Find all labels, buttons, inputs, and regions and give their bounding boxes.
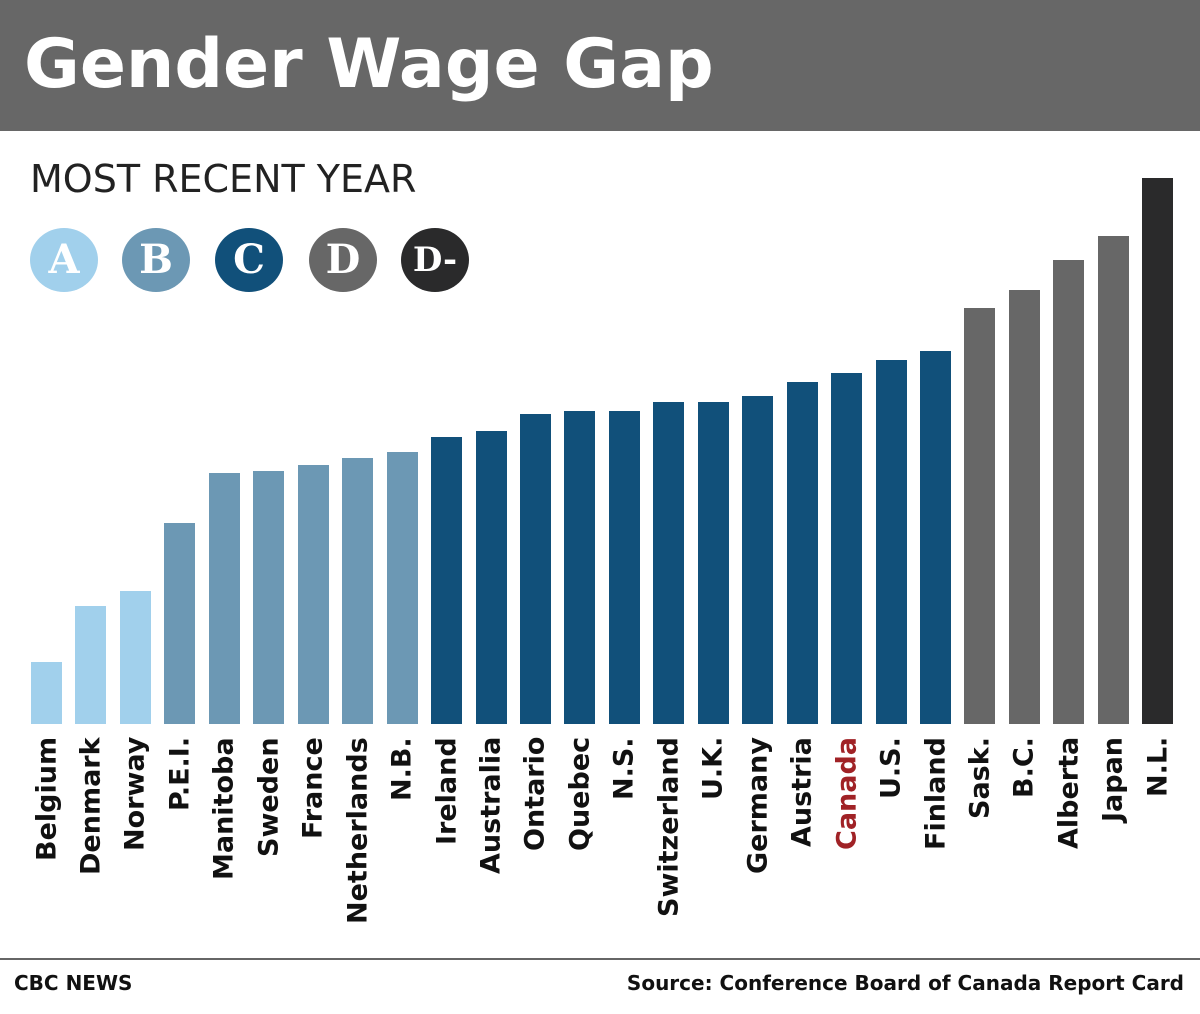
x-tick-label: Austria [786, 737, 818, 847]
bar-n-s [608, 411, 640, 724]
bar-u-s [875, 359, 907, 724]
legend-badge-c: C [215, 228, 283, 292]
footer-credit: CBC NEWS [14, 971, 133, 995]
x-tick-label: Canada [831, 737, 863, 851]
title-banner: Gender Wage Gap [0, 0, 1200, 131]
x-tick-label: Germany [742, 737, 774, 874]
bar-manitoba [208, 473, 240, 724]
bar-ontario [519, 413, 551, 724]
bar-b-c [1008, 290, 1040, 724]
x-tick-label: Sask. [964, 737, 996, 819]
x-tick-label: Australia [475, 737, 507, 875]
footer-source: Source: Conference Board of Canada Repor… [626, 971, 1184, 995]
bar-belgium [31, 662, 62, 724]
x-tick-label: France [297, 737, 329, 839]
legend-badge-b: B [122, 228, 190, 292]
x-tick-label: P.E.I. [164, 737, 196, 812]
x-tick-label: Finland [920, 737, 951, 850]
bar-france [297, 464, 329, 724]
bar-ireland [431, 436, 463, 724]
x-tick-label: U.K. [697, 737, 729, 801]
x-tick-label: N.B. [386, 737, 418, 801]
bar-switzerland [653, 401, 685, 724]
x-tick-label: Alberta [1053, 737, 1085, 850]
legend-badge-d: D [309, 228, 377, 292]
legend-badge-a: A [30, 228, 98, 292]
x-tick-label: N.L. [1142, 737, 1174, 798]
x-tick-label: Manitoba [208, 737, 240, 880]
x-tick-label: U.S. [875, 737, 907, 799]
x-tick-label: Denmark [75, 737, 107, 875]
chart-title: Gender Wage Gap [24, 25, 714, 104]
bar-n-b [386, 451, 418, 724]
bar-sweden [253, 470, 285, 724]
x-tick-label: Japan [1097, 737, 1129, 823]
x-tick-label: Norway [119, 737, 151, 852]
x-tick-label: B.C. [1008, 737, 1040, 798]
x-tick-label: Switzerland [653, 737, 685, 917]
footer-divider [0, 958, 1200, 960]
chart-subtitle: MOST RECENT YEAR [30, 157, 417, 201]
bar-denmark [75, 606, 107, 724]
bar-norway [119, 590, 151, 724]
bar-finland [920, 350, 951, 724]
x-tick-label: Ontario [519, 737, 551, 852]
bar-australia [475, 430, 507, 724]
x-tick-label: N.S. [608, 737, 640, 800]
x-tick-label: Belgium [31, 737, 62, 862]
bar-netherlands [342, 457, 374, 724]
legend-badge-d-minus: D- [401, 228, 469, 292]
bar-austria [786, 381, 818, 724]
bar-canada [831, 373, 863, 724]
x-tick-label: Ireland [431, 737, 463, 845]
bar-p-e-i [164, 522, 196, 724]
bar-quebec [564, 411, 596, 724]
bar-u-k [697, 401, 729, 724]
bar-japan [1097, 235, 1129, 724]
x-tick-label: Quebec [564, 737, 596, 852]
bar-germany [742, 395, 774, 724]
x-tick-label: Sweden [253, 737, 285, 857]
bar-n-l [1142, 178, 1174, 724]
bar-sask [964, 308, 996, 724]
bar-alberta [1053, 259, 1085, 724]
x-tick-label: Netherlands [342, 737, 374, 924]
